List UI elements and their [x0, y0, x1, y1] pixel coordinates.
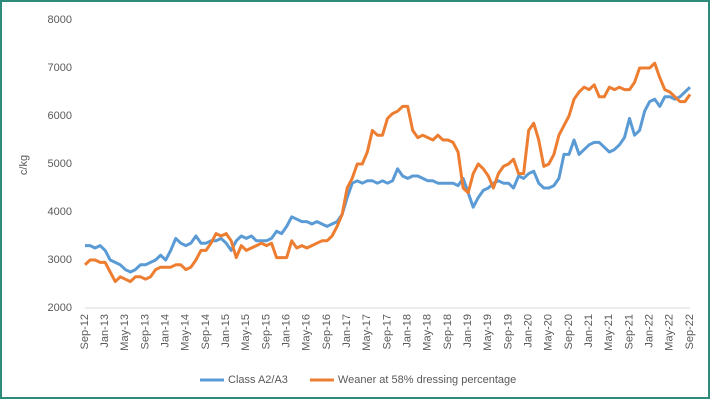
x-tick-label: Sep-19	[502, 314, 514, 349]
x-tick-label: Sep-14	[200, 314, 212, 349]
y-tick-label: 5000	[48, 158, 72, 170]
x-tick-label: Jan-15	[220, 314, 232, 348]
x-tick-label: Jan-14	[160, 314, 172, 348]
x-tick-label: Sep-15	[260, 314, 272, 349]
y-tick-label: 8000	[48, 14, 72, 26]
x-tick-label: May-18	[422, 314, 434, 351]
x-tick-label: May-14	[180, 314, 192, 351]
y-tick-label: 7000	[48, 62, 72, 74]
x-tick-label: Jan-22	[644, 314, 656, 348]
x-tick-label: May-21	[603, 314, 615, 351]
y-tick-label: 2000	[48, 302, 72, 314]
y-axis-label: c/kg	[18, 155, 30, 175]
x-tick-label: May-15	[240, 314, 252, 351]
x-tick-label: May-22	[664, 314, 676, 351]
series-line	[85, 86, 692, 274]
x-tick-label: Sep-18	[442, 314, 454, 349]
series-line	[83, 61, 692, 284]
x-tick-label: May-13	[119, 314, 131, 351]
x-tick-label: Jan-18	[402, 314, 414, 348]
x-tick-label: Sep-16	[321, 314, 333, 349]
x-tick-label: Sep-21	[623, 314, 635, 349]
x-tick-label: May-19	[482, 314, 494, 351]
x-tick-label: Sep-22	[684, 314, 696, 349]
x-tick-label: Jan-17	[341, 314, 353, 348]
x-tick-label: May-20	[543, 314, 555, 351]
x-tick-label: Jan-16	[281, 314, 293, 348]
x-tick-label: Sep-12	[79, 314, 91, 349]
x-tick-label: Jan-13	[99, 314, 111, 348]
y-tick-label: 3000	[48, 254, 72, 266]
legend-label: Class A2/A3	[228, 374, 288, 386]
x-tick-label: May-17	[361, 314, 373, 351]
x-tick-label: Jan-19	[462, 314, 474, 348]
legend-label: Weaner at 58% dressing percentage	[338, 374, 516, 386]
x-tick-label: Sep-20	[563, 314, 575, 349]
x-tick-label: Jan-21	[583, 314, 595, 348]
y-tick-label: 6000	[48, 110, 72, 122]
x-tick-label: Sep-13	[139, 314, 151, 349]
x-tick-label: May-16	[301, 314, 313, 351]
x-tick-label: Jan-20	[523, 314, 535, 348]
x-tick-label: Sep-17	[381, 314, 393, 349]
y-tick-label: 4000	[48, 206, 72, 218]
